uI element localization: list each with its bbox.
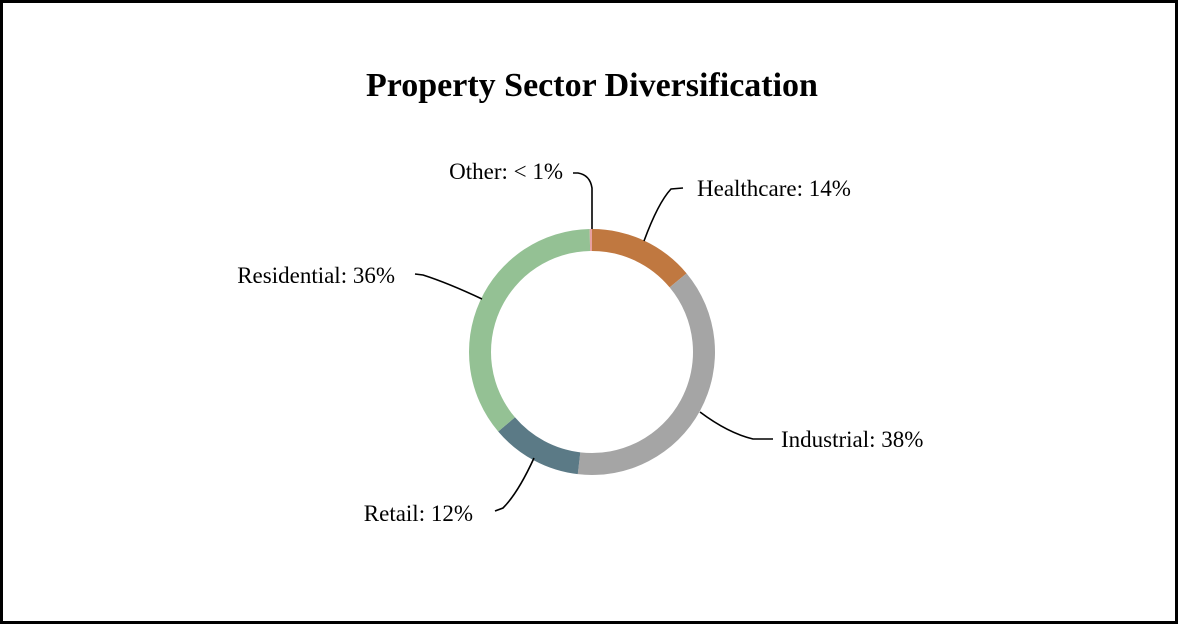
leader-line-healthcare <box>643 187 684 242</box>
leader-line-industrial <box>699 411 773 440</box>
leader-line-other <box>573 172 593 229</box>
donut-slices <box>468 229 715 475</box>
slice-healthcare <box>592 229 687 288</box>
data-label-residential: Residential: 36% <box>237 263 395 288</box>
chart-title: Property Sector Diversification <box>366 67 818 104</box>
leader-lines <box>414 172 773 512</box>
data-labels: Healthcare: 14% Industrial: 38% Retail: 12… <box>237 159 923 526</box>
data-label-healthcare: Healthcare: 14% <box>697 176 851 201</box>
slice-residential <box>468 229 591 432</box>
slice-other <box>589 229 592 252</box>
slice-industrial <box>577 273 715 475</box>
leader-line-residential <box>414 273 483 300</box>
data-label-other: Other: < 1% <box>449 159 563 184</box>
slice-retail <box>498 417 581 475</box>
data-label-retail: Retail: 12% <box>364 501 473 526</box>
donut-chart: Property Sector Diversification Healthca… <box>237 67 923 526</box>
data-label-industrial: Industrial: 38% <box>781 427 923 452</box>
leader-line-retail <box>494 457 535 512</box>
